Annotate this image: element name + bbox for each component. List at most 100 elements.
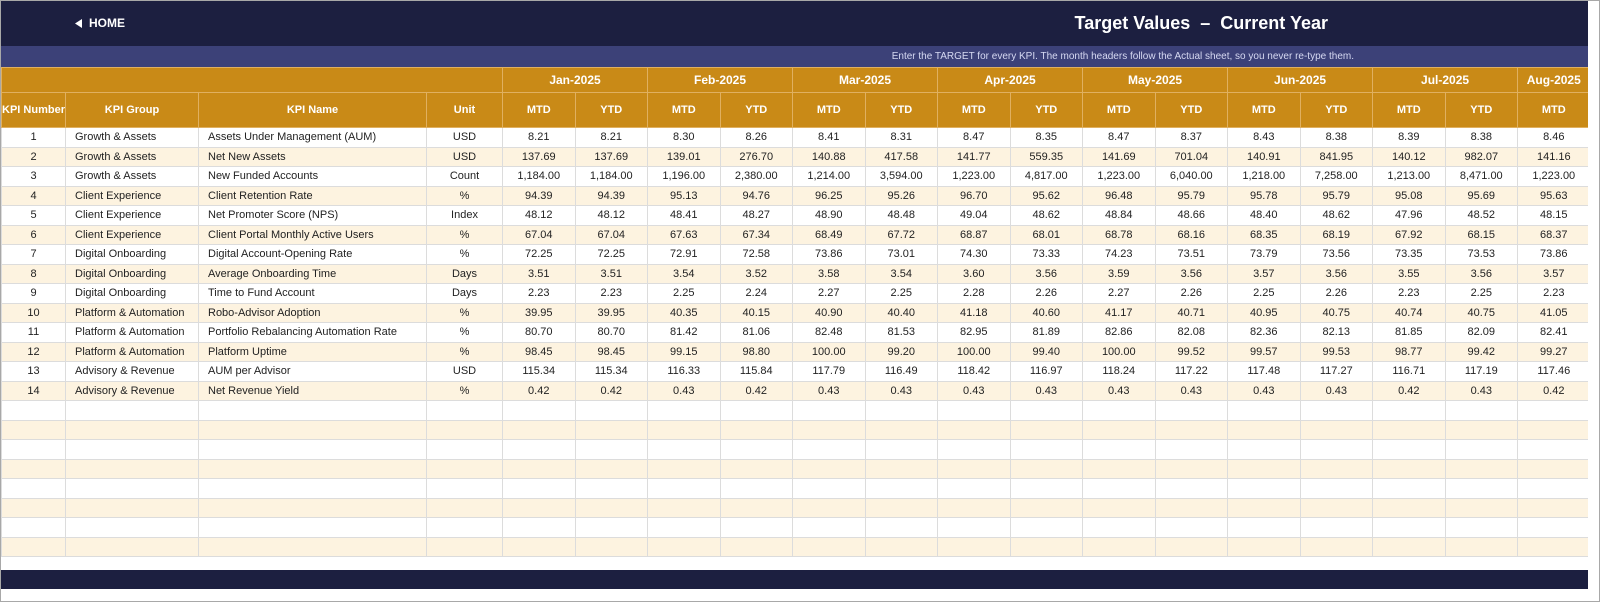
value-cell: 701.04 (1154, 146, 1229, 167)
empty-cell (864, 478, 938, 499)
value-cell: 67.63 (647, 224, 721, 245)
kpi-cell: 4 (1, 185, 66, 206)
empty-cell (1517, 419, 1588, 440)
target-table: Jan-2025 Feb-2025 Mar-2025 Apr-2025 May-2025… (1, 67, 1588, 557)
empty-cell (937, 400, 1011, 421)
value-cell: 8,471.00 (1444, 166, 1519, 187)
value-cell: 276.70 (719, 146, 793, 167)
empty-cell (1517, 517, 1588, 538)
kpi-cell: Days (426, 283, 503, 304)
value-cell: 0.43 (792, 380, 866, 401)
empty-cell (1082, 497, 1156, 518)
header-spacer (1, 67, 503, 93)
month-header: Feb-2025 (647, 67, 793, 93)
home-button[interactable]: HOME (75, 16, 125, 30)
value-cell: 74.30 (937, 244, 1011, 265)
empty-cell (574, 419, 648, 440)
value-cell: 99.27 (1517, 341, 1588, 362)
home-label[interactable]: HOME (89, 16, 125, 30)
value-cell: 41.05 (1517, 302, 1588, 323)
value-cell: 0.43 (864, 380, 938, 401)
value-cell: 137.69 (574, 146, 648, 167)
empty-cell (719, 458, 793, 479)
kpi-cell: Days (426, 263, 503, 284)
value-cell: 3.59 (1082, 263, 1156, 284)
value-cell: 116.97 (1009, 361, 1084, 382)
value-cell: 47.96 (1372, 205, 1446, 226)
value-cell: 8.31 (864, 127, 938, 148)
empty-cell (1444, 400, 1519, 421)
empty-cell (1444, 536, 1519, 557)
kpi-cell: Digital Onboarding (65, 283, 199, 304)
kpi-cell: Average Onboarding Time (198, 263, 427, 284)
period-header: MTD (1082, 92, 1156, 128)
sub-header-row: KPI Number KPI Group KPI Name Unit MTD YTD MTD… (1, 92, 1588, 128)
empty-cell (1082, 419, 1156, 440)
value-cell: 841.95 (1299, 146, 1374, 167)
kpi-cell: 14 (1, 380, 66, 401)
value-cell: 73.86 (1517, 244, 1588, 265)
value-cell: 8.38 (1444, 127, 1519, 148)
value-cell: 3.54 (864, 263, 938, 284)
kpi-cell: USD (426, 127, 503, 148)
value-cell: 1,214.00 (792, 166, 866, 187)
value-cell: 0.42 (574, 380, 648, 401)
value-cell: 141.16 (1517, 146, 1588, 167)
kpi-cell: Platform & Automation (65, 341, 199, 362)
value-cell: 95.26 (864, 185, 938, 206)
kpi-cell: Digital Onboarding (65, 244, 199, 265)
kpi-row: 2 Growth & Assets Net New Assets USD 137.69 1… (1, 146, 1588, 167)
empty-cell (1, 497, 66, 518)
empty-cell (198, 478, 427, 499)
value-cell: 68.15 (1444, 224, 1519, 245)
value-cell: 1,223.00 (937, 166, 1011, 187)
column-header: KPI Name (198, 92, 427, 128)
value-cell: 74.23 (1082, 244, 1156, 265)
value-cell: 68.87 (937, 224, 1011, 245)
kpi-cell: 6 (1, 224, 66, 245)
value-cell: 80.70 (502, 322, 576, 343)
empty-cell (647, 458, 721, 479)
value-cell: 99.20 (864, 341, 938, 362)
empty-cell (1372, 517, 1446, 538)
value-cell: 48.12 (574, 205, 648, 226)
value-cell: 3.51 (502, 263, 576, 284)
value-cell: 73.56 (1299, 244, 1374, 265)
month-header: Jul-2025 (1372, 67, 1519, 93)
empty-cell (647, 536, 721, 557)
instruction-text: Enter the TARGET for every KPI. The mont… (891, 51, 1354, 62)
value-cell: 3.51 (574, 263, 648, 284)
period-header: YTD (1009, 92, 1084, 128)
empty-cell (574, 458, 648, 479)
empty-cell (792, 478, 866, 499)
empty-cell (1372, 458, 1446, 479)
value-cell: 2.23 (1517, 283, 1588, 304)
empty-cell (792, 439, 866, 460)
kpi-cell: Count (426, 166, 503, 187)
empty-cell (502, 478, 576, 499)
kpi-cell: Portfolio Rebalancing Automation Rate (198, 322, 427, 343)
value-cell: 141.69 (1082, 146, 1156, 167)
kpi-cell: Client Experience (65, 185, 199, 206)
empty-cell (719, 478, 793, 499)
value-cell: 117.79 (792, 361, 866, 382)
value-cell: 98.45 (502, 341, 576, 362)
empty-cell (1227, 536, 1301, 557)
empty-cell (1009, 400, 1084, 421)
empty-cell (1154, 497, 1229, 518)
value-cell: 3.58 (792, 263, 866, 284)
kpi-cell: Net Promoter Score (NPS) (198, 205, 427, 226)
value-cell: 2.27 (792, 283, 866, 304)
kpi-row: 12 Platform & Automation Platform Uptime% 9… (1, 341, 1588, 362)
kpi-cell: % (426, 322, 503, 343)
empty-cell (1372, 400, 1446, 421)
empty-cell (198, 419, 427, 440)
kpi-cell: Robo-Advisor Adoption (198, 302, 427, 323)
kpi-cell: % (426, 185, 503, 206)
empty-cell (198, 458, 427, 479)
empty-cell (426, 478, 503, 499)
empty-cell (937, 419, 1011, 440)
empty-cell (1082, 439, 1156, 460)
value-cell: 48.90 (792, 205, 866, 226)
empty-cell (792, 400, 866, 421)
